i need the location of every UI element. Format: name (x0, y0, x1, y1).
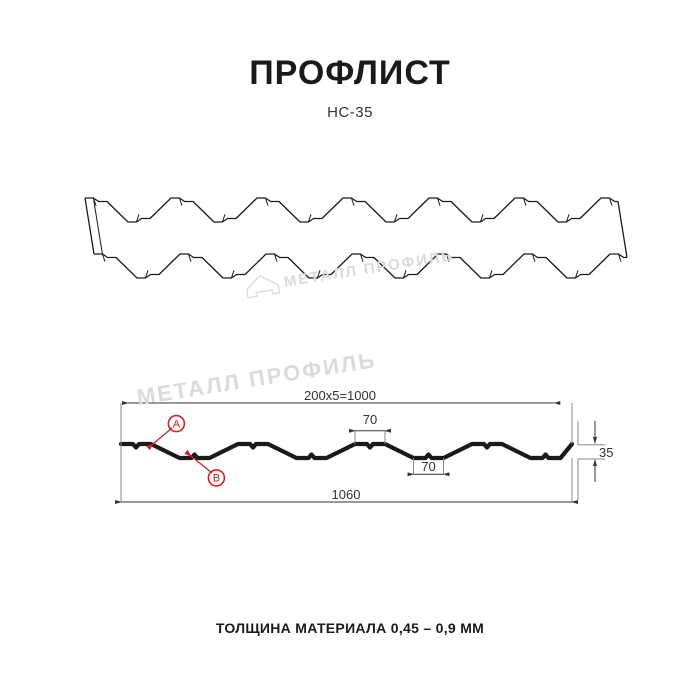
svg-text:70: 70 (363, 412, 377, 427)
svg-text:B: B (213, 473, 220, 485)
svg-text:70: 70 (421, 459, 435, 474)
svg-text:200x5=1000: 200x5=1000 (304, 388, 376, 403)
svg-text:A: A (173, 419, 181, 431)
svg-text:35: 35 (599, 445, 613, 460)
svg-text:1060: 1060 (332, 487, 361, 502)
